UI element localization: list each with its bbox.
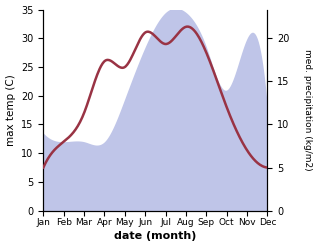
X-axis label: date (month): date (month) <box>114 231 197 242</box>
Y-axis label: med. precipitation (kg/m2): med. precipitation (kg/m2) <box>303 49 313 171</box>
Y-axis label: max temp (C): max temp (C) <box>5 74 16 146</box>
